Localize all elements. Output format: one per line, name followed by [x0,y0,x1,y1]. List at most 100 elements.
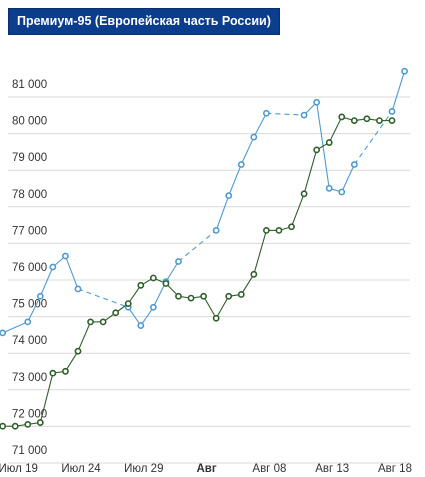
series-1-point[interactable] [262,109,270,117]
series-2-point[interactable] [363,115,371,123]
series-2-point[interactable] [300,190,308,198]
series-1-point[interactable] [24,318,32,326]
y-tick-label: 71 000 [12,445,47,457]
y-tick-label: 77 000 [12,225,47,237]
series-1-point[interactable] [401,67,408,75]
series-2-point[interactable] [338,113,346,121]
series-1-segment [240,136,255,165]
y-tick-label: 76 000 [12,262,47,274]
series-2-point[interactable] [200,292,207,300]
series-1-point[interactable] [237,161,245,168]
series-2-point[interactable] [62,367,69,375]
y-tick-label: 81 000 [12,79,47,91]
series-1-point[interactable] [74,285,82,293]
series-1-point[interactable] [250,133,258,141]
series-1-segment [228,164,242,196]
series-2-point[interactable] [350,117,358,124]
series-1-point[interactable] [175,258,182,265]
x-tick-label: Июл 29 [124,463,163,475]
series-1-point[interactable] [313,98,321,106]
series-1-segment [266,112,305,116]
series-2-point[interactable] [137,281,145,289]
series-1-point[interactable] [149,303,157,311]
series-1-segment [64,255,79,290]
series-points [0,67,408,430]
x-tick-label: Авг [197,463,217,475]
x-axis-ticks: Июл 19 Июл 24 Июл 29 Авг Авг 08 Авг 13 Авг 18 [0,463,412,475]
x-tick-label: Июл 24 [61,463,101,475]
series-1-point[interactable] [36,292,44,300]
series-1-segment [316,102,330,189]
series-2-segment [127,284,142,304]
series-1-point[interactable] [338,188,346,196]
x-tick-label: Июл 19 [0,463,38,475]
series-2-point[interactable] [388,117,396,124]
series-2-point[interactable] [24,420,32,428]
series-2-point[interactable] [262,226,270,234]
series-2-point[interactable] [99,318,107,326]
series-2-point[interactable] [250,270,258,278]
series-2-segment [253,230,267,275]
series-2-point[interactable] [162,280,170,287]
series-1-segment [27,296,41,323]
series-2-point[interactable] [237,291,245,298]
y-tick-label: 75 000 [12,299,47,311]
series-1-segment [253,113,267,138]
series-2-point[interactable] [212,314,220,322]
series-2-point[interactable] [187,294,195,302]
series-2-point[interactable] [112,309,120,317]
series-1-point[interactable] [350,161,358,168]
series-1-segment [140,306,154,326]
series-2-point[interactable] [313,146,321,154]
series-1-segment [178,229,217,262]
series-2-point[interactable] [325,139,333,146]
y-axis-ticks: 71 000 72 000 73 000 74 000 75 000 76 000 77 0… [12,79,47,457]
series-1-segment [2,321,28,334]
series-2-point[interactable] [175,292,182,300]
y-tick-label: 73 000 [12,372,47,384]
series-2-point[interactable] [36,419,44,426]
series-2-point[interactable] [288,223,295,231]
series-2-segment [77,321,92,352]
series-2-point[interactable] [0,422,7,430]
series-1-segment [341,164,355,193]
x-tick-label: Авг 18 [378,463,412,475]
series-1-point[interactable] [225,192,233,200]
series-2-point[interactable] [87,318,94,326]
y-tick-label: 80 000 [12,116,47,128]
series-2-point[interactable] [74,347,82,355]
x-tick-label: Авг 13 [315,463,349,475]
series-1-point[interactable] [137,322,145,329]
chart-title: Премиум-95 (Европейская часть России) [8,8,280,35]
series-1-point[interactable] [0,329,7,337]
series-2-segment [328,116,343,143]
series-1-point[interactable] [49,263,57,271]
series-1-segment [39,266,54,297]
series-2-point[interactable] [275,226,283,234]
series-2-segment [291,193,305,227]
series-2-segment [215,296,230,319]
series-2-point[interactable] [149,274,157,282]
series-2-point[interactable] [225,292,233,300]
series-1-point[interactable] [62,252,69,260]
y-tick-label: 72 000 [12,408,47,420]
series-1-segment [165,261,179,282]
series-2-segment [64,350,79,372]
series-2-point[interactable] [11,422,19,430]
series-1-point[interactable] [388,108,396,115]
series-1-segment [391,71,406,112]
series-2-point[interactable] [376,117,383,124]
y-tick-label: 79 000 [12,152,47,164]
series-1-point[interactable] [325,184,333,192]
series-2-point[interactable] [49,369,57,377]
y-tick-label: 74 000 [12,335,47,347]
series-2-segment [203,296,217,319]
series-2-point[interactable] [124,300,132,307]
series-2-segment [240,274,255,295]
series-2-segment [39,373,54,423]
series-1-segment [127,306,142,326]
series-1-point[interactable] [300,111,308,119]
series-1-point[interactable] [212,226,220,234]
series-1-segment [77,288,129,308]
